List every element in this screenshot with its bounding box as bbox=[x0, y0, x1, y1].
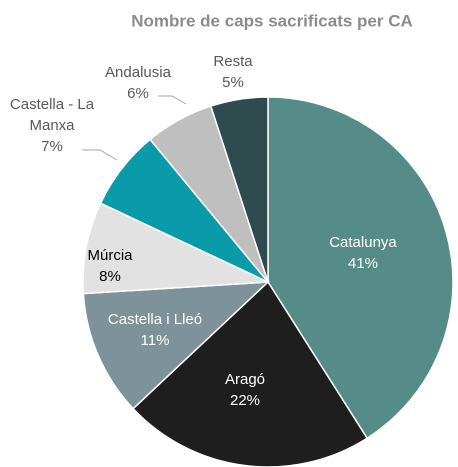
slice-value-label: 8% bbox=[99, 268, 121, 285]
slice-value-label: 5% bbox=[222, 74, 244, 91]
slice-label: Resta bbox=[213, 53, 253, 70]
pie-slice bbox=[132, 280, 369, 467]
slice-label: Aragó bbox=[225, 371, 265, 388]
slice-value-label: 22% bbox=[230, 392, 260, 409]
slice-label: Castella - La Manxa bbox=[10, 96, 95, 134]
pie-slice bbox=[82, 281, 271, 410]
slice-value-label: 7% bbox=[41, 138, 63, 155]
pie-slice bbox=[267, 96, 454, 440]
slice-label-line: Castella - La bbox=[10, 96, 95, 113]
leader-line bbox=[82, 149, 118, 161]
slice-label: Múrcia bbox=[87, 247, 133, 264]
pie-slice bbox=[82, 202, 269, 295]
slice-value-label: 11% bbox=[141, 332, 170, 349]
slice-label: Catalunya bbox=[329, 234, 397, 251]
slice-value-label: 41% bbox=[348, 255, 378, 272]
chart-title: Nombre de caps sacrificats per CA bbox=[131, 11, 413, 30]
slice-value-label: 6% bbox=[127, 85, 149, 102]
slice-label-line: Manxa bbox=[29, 117, 75, 134]
leader-line bbox=[158, 95, 187, 105]
slice-label: Andalusia bbox=[105, 64, 172, 81]
pie-slice bbox=[209, 96, 269, 283]
slice-label: Castella i Lleó bbox=[108, 311, 202, 328]
